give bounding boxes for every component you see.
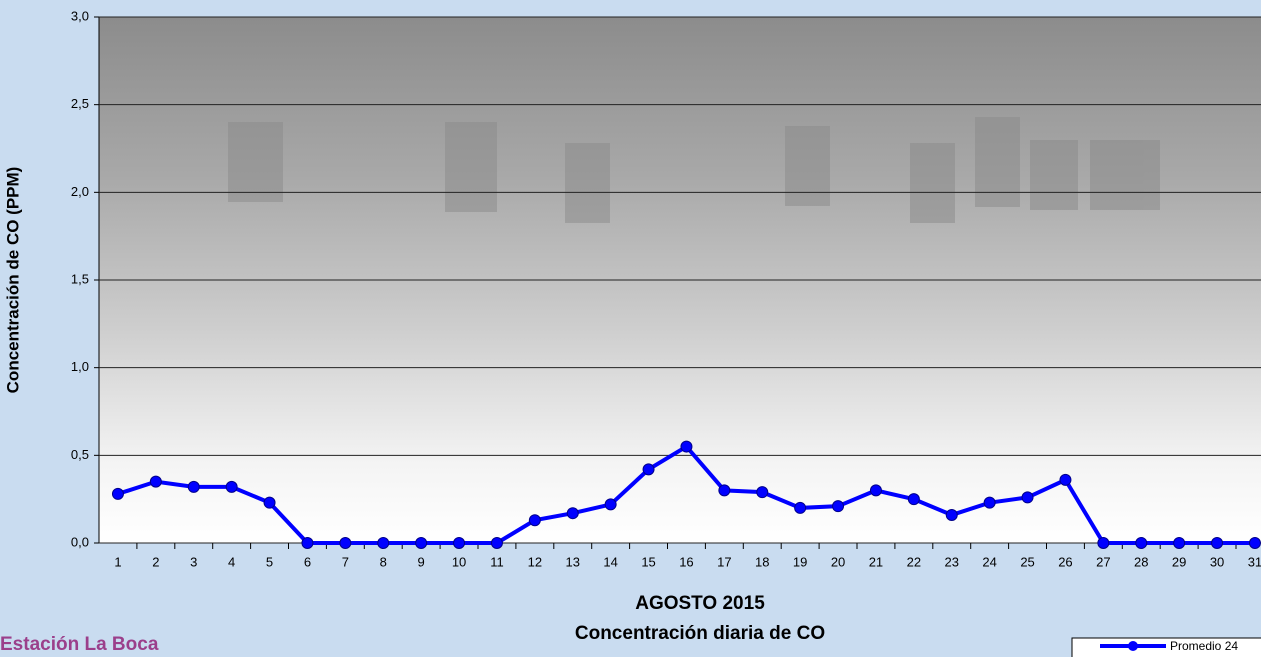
point — [111, 487, 124, 500]
x-tick-label: 2 — [152, 554, 159, 569]
chart-title: AGOSTO 2015 — [635, 593, 765, 614]
point — [794, 501, 807, 514]
station-label: Estación La Boca — [0, 634, 159, 655]
point — [756, 486, 769, 499]
x-tick-label: 30 — [1210, 554, 1224, 569]
legend — [1071, 637, 1261, 657]
x-tick-label: 1 — [114, 554, 121, 569]
point — [604, 498, 617, 511]
x-tick-label: 26 — [1058, 554, 1072, 569]
point — [718, 484, 731, 497]
x-tick-label: 12 — [528, 554, 542, 569]
point — [1097, 537, 1110, 549]
point — [1021, 491, 1034, 504]
x-tick-label: 11 — [490, 554, 504, 569]
point — [1059, 473, 1072, 486]
point — [187, 480, 200, 493]
x-tick-label: 10 — [452, 554, 466, 569]
y-tick-label: 1,0 — [71, 359, 89, 374]
point — [680, 440, 693, 453]
point — [1248, 537, 1261, 549]
point — [642, 463, 655, 476]
point — [945, 508, 958, 521]
x-tick-label: 9 — [418, 554, 425, 569]
x-tick-label: 29 — [1172, 554, 1186, 569]
y-axis-label: Concentración de CO (PPM) — [3, 167, 22, 394]
y-tick-label: 1,5 — [71, 271, 89, 286]
x-tick-label: 31 — [1248, 554, 1261, 569]
y-tick-label: 2,0 — [71, 184, 89, 199]
point — [149, 475, 162, 488]
x-tick-label: 22 — [907, 554, 921, 569]
legend-label: Promedio 24 — [1170, 639, 1238, 653]
point — [339, 537, 352, 549]
point — [301, 537, 314, 549]
x-tick-label: 20 — [831, 554, 845, 569]
x-tick-label: 17 — [717, 554, 731, 569]
point — [869, 484, 882, 497]
point — [263, 496, 276, 509]
point — [490, 537, 503, 549]
legend-marker — [1128, 641, 1138, 651]
x-tick-label: 13 — [566, 554, 580, 569]
x-tick-label: 15 — [641, 554, 655, 569]
chart-subtitle: Concentración diaria de CO — [575, 623, 825, 644]
point — [528, 514, 541, 527]
point — [225, 480, 238, 493]
x-tick-label: 3 — [190, 554, 197, 569]
x-tick-label: 5 — [266, 554, 273, 569]
y-tick-label: 0,5 — [71, 447, 89, 462]
point — [1211, 537, 1224, 549]
x-tick-label: 21 — [869, 554, 883, 569]
x-tick-label: 24 — [982, 554, 996, 569]
point — [566, 507, 579, 520]
y-tick-label: 0,0 — [71, 534, 89, 549]
y-tick-label: 3,0 — [71, 8, 89, 23]
x-tick-label: 23 — [945, 554, 959, 569]
x-tick-label: 28 — [1134, 554, 1148, 569]
point — [1135, 537, 1148, 549]
y-tick-label: 2,5 — [71, 96, 89, 111]
x-tick-label: 27 — [1096, 554, 1110, 569]
x-tick-label: 6 — [304, 554, 311, 569]
x-tick-label: 19 — [793, 554, 807, 569]
x-tick-label: 8 — [380, 554, 387, 569]
point — [1173, 537, 1186, 549]
x-tick-label: 16 — [679, 554, 693, 569]
point — [453, 537, 466, 549]
x-tick-label: 25 — [1020, 554, 1034, 569]
point — [983, 496, 996, 509]
point — [832, 500, 845, 513]
point — [907, 493, 920, 506]
x-tick-label: 14 — [603, 554, 617, 569]
x-tick-label: 4 — [228, 554, 235, 569]
point — [377, 537, 390, 549]
point — [415, 537, 428, 549]
x-tick-label: 18 — [755, 554, 769, 569]
x-tick-label: 7 — [342, 554, 349, 569]
